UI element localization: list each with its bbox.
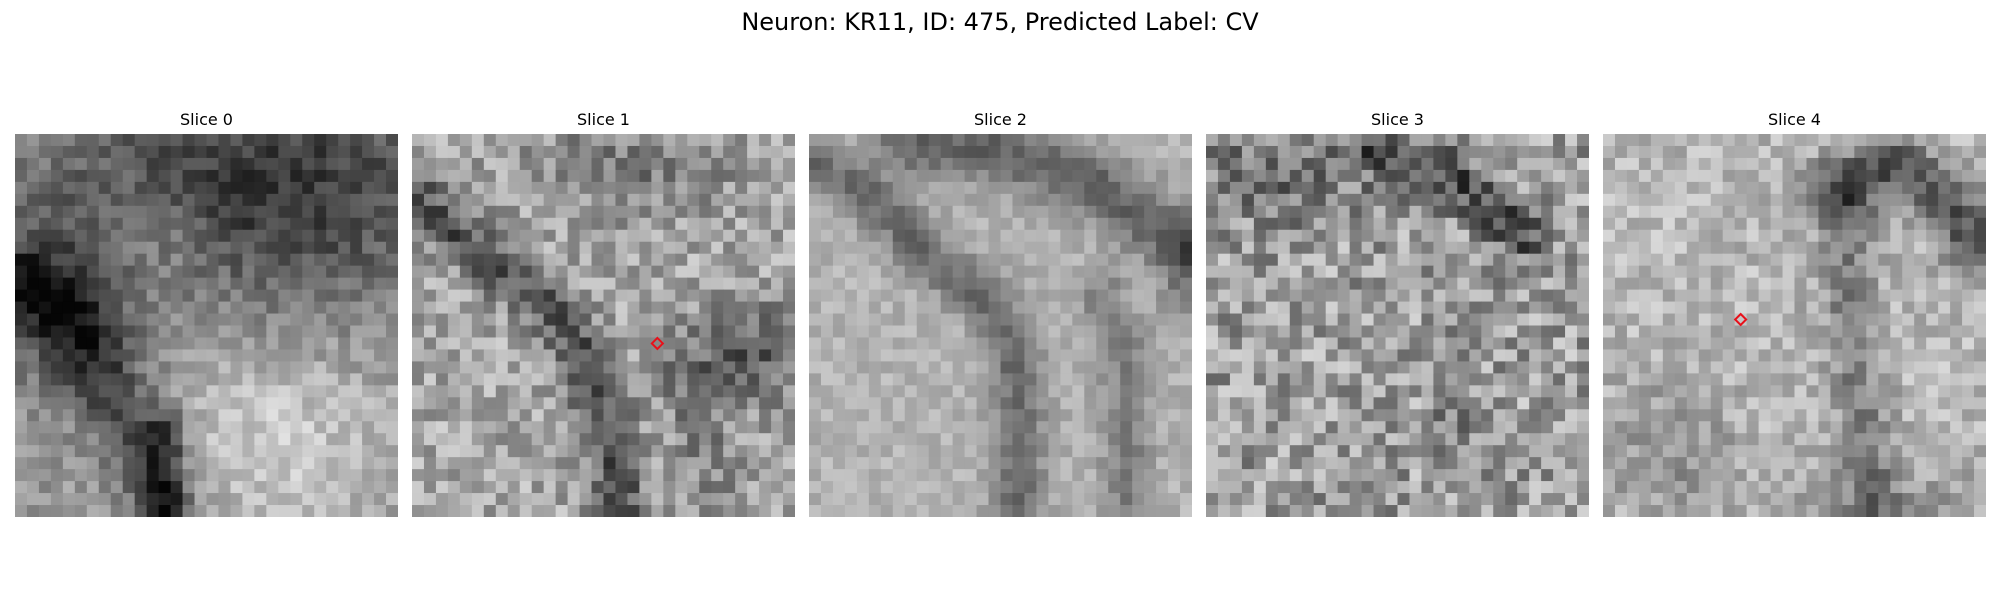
slice-title: Slice 0 [180,110,233,129]
figure-title: Neuron: KR11, ID: 475, Predicted Label: … [741,8,1259,36]
location-marker [1733,312,1748,327]
location-marker [650,336,665,351]
slice-image-0 [15,134,398,517]
slice-title: Slice 1 [577,110,630,129]
slice-title: Slice 3 [1371,110,1424,129]
slice-title: Slice 2 [974,110,1027,129]
slice-image-3 [1206,134,1589,517]
slice-title: Slice 4 [1768,110,1821,129]
slice-panel-1: Slice 1 [412,109,795,517]
slice-image-4 [1603,134,1986,517]
slice-image-2 [809,134,1192,517]
slice-panel-4: Slice 4 [1603,109,1986,517]
slice-panel-3: Slice 3 [1206,109,1589,517]
slice-panel-2: Slice 2 [809,109,1192,517]
slice-image-1 [412,134,795,517]
slice-panel-0: Slice 0 [15,109,398,517]
